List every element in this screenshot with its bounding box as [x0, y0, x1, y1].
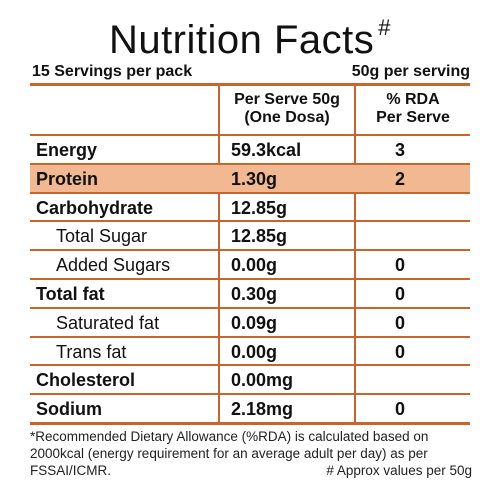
- rda-footnote: *Recommended Dietary Allowance (%RDA) is…: [30, 429, 429, 478]
- nutrient-name: Total fat: [36, 284, 105, 304]
- nutrient-rda: 0: [394, 312, 405, 333]
- per-serve-header: Per Serve 50g (One Dosa): [220, 91, 354, 127]
- nutrient-row: Saturated fat 0.09g 0: [30, 309, 470, 338]
- rda-label: % RDA: [386, 91, 440, 108]
- nutrient-amount: 0.30g: [231, 284, 278, 304]
- nutrient-amount: 1.30g: [231, 168, 278, 189]
- per-serve-label: Per Serve 50g: [234, 91, 340, 108]
- nutrient-amount: 12.85g: [231, 197, 288, 218]
- nutrient-name: Energy: [36, 140, 98, 160]
- nutrient-rda: 2: [394, 168, 405, 189]
- nutrient-amount: 0.00g: [231, 341, 278, 362]
- nutrient-name: Total Sugar: [56, 226, 148, 247]
- nutrient-rda: 0: [394, 255, 405, 276]
- nutrient-row: Energy 59.3kcal 3: [30, 136, 470, 165]
- nutrient-rda: 0: [394, 399, 405, 420]
- nutrient-rda: 3: [394, 140, 405, 160]
- nutrient-name: Sodium: [36, 399, 102, 420]
- approx-values-note: # Approx values per 50g: [326, 463, 472, 478]
- nutrient-amount: 12.85g: [231, 226, 288, 247]
- rda-sublabel: Per Serve: [376, 109, 450, 126]
- nutrient-row: Total fat 0.30g 0: [30, 280, 470, 309]
- title-text: Nutrition Facts: [108, 18, 375, 62]
- nutrient-row: Protein 1.30g 2: [30, 164, 470, 194]
- rda-header: % RDA Per Serve: [356, 91, 470, 127]
- nutrient-row: Cholesterol 0.00mg: [30, 366, 470, 396]
- column-divider-2: [354, 86, 356, 422]
- servings-per-pack: 15 Servings per pack: [32, 63, 193, 80]
- column-divider-1: [218, 86, 220, 422]
- nutrient-amount: 2.18mg: [231, 399, 294, 420]
- nutrient-name: Added Sugars: [56, 255, 171, 276]
- nutrient-name: Cholesterol: [36, 370, 136, 391]
- nutrient-rda: 0: [394, 341, 405, 362]
- nutrition-table: Per Serve 50g (One Dosa) % RDA Per Serve…: [30, 83, 470, 425]
- nutrition-title: Nutrition Facts #: [0, 15, 500, 70]
- nutrient-amount: 59.3kcal: [231, 140, 302, 160]
- nutrient-name: Carbohydrate: [36, 197, 154, 218]
- nutrient-row: Added Sugars 0.00g 0: [30, 251, 470, 280]
- nutrient-amount: 0.00g: [231, 255, 278, 276]
- title-hash-mark: #: [378, 15, 392, 40]
- nutrient-name: Protein: [36, 168, 99, 189]
- serving-info: 15 Servings per pack 50g per serving: [32, 62, 470, 82]
- nutrient-name: Trans fat: [56, 341, 127, 362]
- nutrient-row: Total Sugar 12.85g: [30, 222, 470, 252]
- per-serve-sublabel: (One Dosa): [244, 109, 330, 126]
- nutrient-rda: 0: [394, 284, 405, 304]
- table-header: Per Serve 50g (One Dosa) % RDA Per Serve: [30, 86, 470, 136]
- nutrient-row: Sodium 2.18mg 0: [30, 395, 470, 422]
- nutrient-row: Carbohydrate 12.85g: [30, 194, 470, 223]
- serving-size: 50g per serving: [351, 63, 470, 80]
- footnote-block: *Recommended Dietary Allowance (%RDA) is…: [30, 428, 472, 479]
- nutrient-amount: 0.00mg: [231, 370, 294, 391]
- nutrient-amount: 0.09g: [231, 312, 278, 333]
- nutrient-name: Saturated fat: [56, 312, 160, 333]
- nutrient-row: Trans fat 0.00g 0: [30, 338, 470, 367]
